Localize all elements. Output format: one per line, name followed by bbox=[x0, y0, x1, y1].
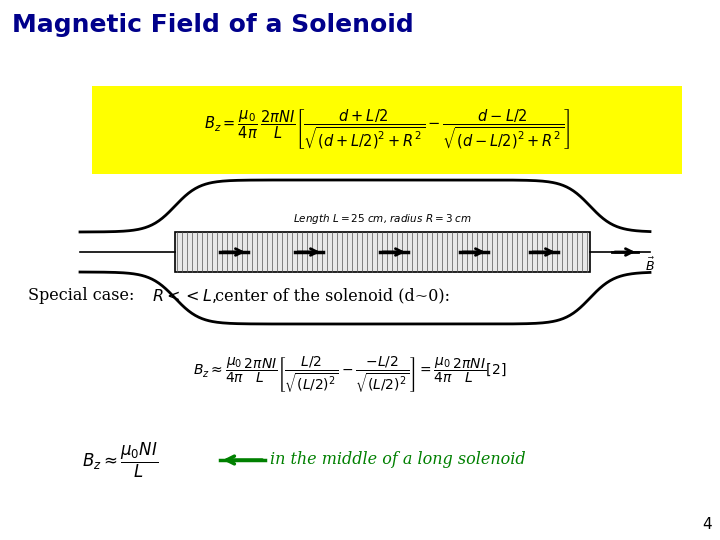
Text: Special case:: Special case: bbox=[28, 287, 140, 304]
Text: Magnetic Field of a Solenoid: Magnetic Field of a Solenoid bbox=[12, 13, 414, 37]
Text: center of the solenoid (d~0):: center of the solenoid (d~0): bbox=[210, 287, 450, 304]
Text: $B_z = \dfrac{\mu_0}{4\pi}\, \dfrac{2\pi NI}{L} \left[ \dfrac{d + L/2}{\sqrt{\le: $B_z = \dfrac{\mu_0}{4\pi}\, \dfrac{2\pi… bbox=[204, 108, 570, 152]
Bar bbox=[175, 232, 590, 272]
Bar bbox=[92, 86, 682, 174]
Text: in the middle of a long solenoid: in the middle of a long solenoid bbox=[270, 451, 526, 469]
Text: $R<<L,$: $R<<L,$ bbox=[152, 287, 217, 305]
Text: $\vec{B}$: $\vec{B}$ bbox=[645, 257, 654, 274]
Text: 4: 4 bbox=[703, 517, 712, 532]
Text: Length $L = 25$ cm, radius $R = 3$ cm: Length $L = 25$ cm, radius $R = 3$ cm bbox=[293, 212, 472, 226]
Text: $B_z \approx \dfrac{\mu_0}{4\pi} \dfrac{2\pi NI}{L} \left[ \dfrac{L/2}{\sqrt{\le: $B_z \approx \dfrac{\mu_0}{4\pi} \dfrac{… bbox=[193, 355, 507, 395]
Text: $B_z \approx \dfrac{\mu_0 NI}{L}$: $B_z \approx \dfrac{\mu_0 NI}{L}$ bbox=[82, 441, 158, 480]
